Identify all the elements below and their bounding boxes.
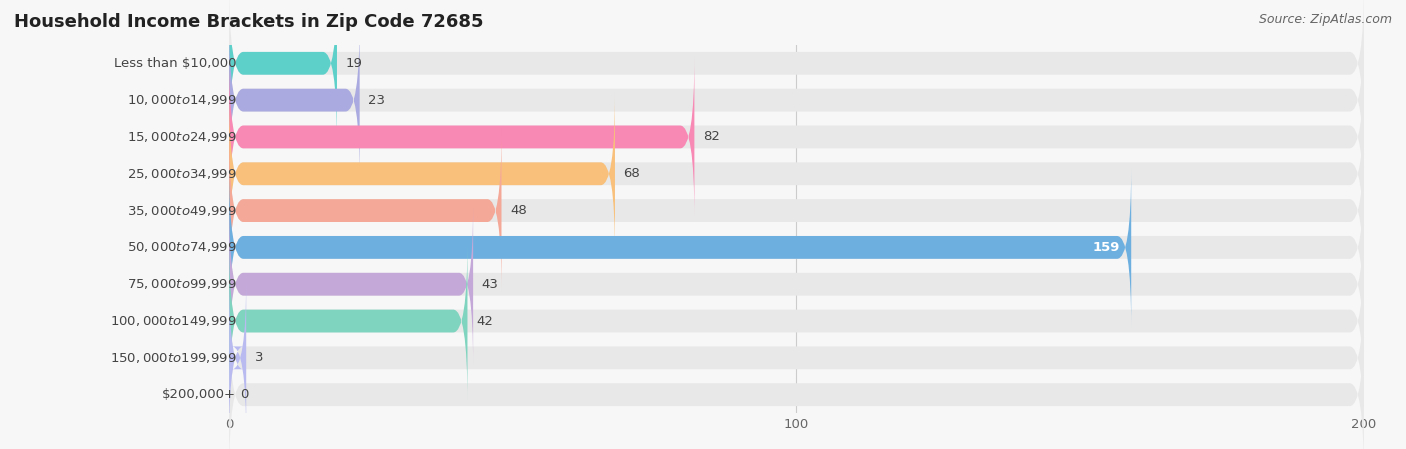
FancyBboxPatch shape xyxy=(229,0,1364,144)
Text: 0: 0 xyxy=(240,388,249,401)
FancyBboxPatch shape xyxy=(229,277,246,439)
Text: 42: 42 xyxy=(477,315,494,327)
Text: $35,000 to $49,999: $35,000 to $49,999 xyxy=(127,203,236,218)
Text: $150,000 to $199,999: $150,000 to $199,999 xyxy=(110,351,236,365)
Text: $50,000 to $74,999: $50,000 to $74,999 xyxy=(127,240,236,255)
Text: 159: 159 xyxy=(1092,241,1119,254)
Text: $100,000 to $149,999: $100,000 to $149,999 xyxy=(110,314,236,328)
FancyBboxPatch shape xyxy=(229,167,1364,328)
FancyBboxPatch shape xyxy=(229,56,695,218)
Text: 48: 48 xyxy=(510,204,527,217)
Text: Less than $10,000: Less than $10,000 xyxy=(114,57,236,70)
Text: 82: 82 xyxy=(703,131,720,143)
Text: Household Income Brackets in Zip Code 72685: Household Income Brackets in Zip Code 72… xyxy=(14,13,484,31)
Text: $15,000 to $24,999: $15,000 to $24,999 xyxy=(127,130,236,144)
FancyBboxPatch shape xyxy=(229,167,1132,328)
Text: 3: 3 xyxy=(254,352,263,364)
FancyBboxPatch shape xyxy=(229,240,467,402)
Text: $10,000 to $14,999: $10,000 to $14,999 xyxy=(127,93,236,107)
FancyBboxPatch shape xyxy=(229,314,1364,449)
FancyBboxPatch shape xyxy=(229,93,614,255)
FancyBboxPatch shape xyxy=(229,240,1364,402)
FancyBboxPatch shape xyxy=(229,130,1364,291)
FancyBboxPatch shape xyxy=(229,130,502,291)
Text: 23: 23 xyxy=(368,94,385,106)
FancyBboxPatch shape xyxy=(229,19,1364,181)
FancyBboxPatch shape xyxy=(229,203,474,365)
FancyBboxPatch shape xyxy=(229,277,1364,439)
Text: $200,000+: $200,000+ xyxy=(162,388,236,401)
Text: $75,000 to $99,999: $75,000 to $99,999 xyxy=(127,277,236,291)
FancyBboxPatch shape xyxy=(229,203,1364,365)
FancyBboxPatch shape xyxy=(229,19,360,181)
FancyBboxPatch shape xyxy=(229,0,337,144)
Text: $25,000 to $34,999: $25,000 to $34,999 xyxy=(127,167,236,181)
Text: 43: 43 xyxy=(482,278,499,291)
FancyBboxPatch shape xyxy=(229,93,1364,255)
Text: 19: 19 xyxy=(346,57,363,70)
Text: 68: 68 xyxy=(623,167,640,180)
FancyBboxPatch shape xyxy=(229,56,1364,218)
Text: Source: ZipAtlas.com: Source: ZipAtlas.com xyxy=(1258,13,1392,26)
